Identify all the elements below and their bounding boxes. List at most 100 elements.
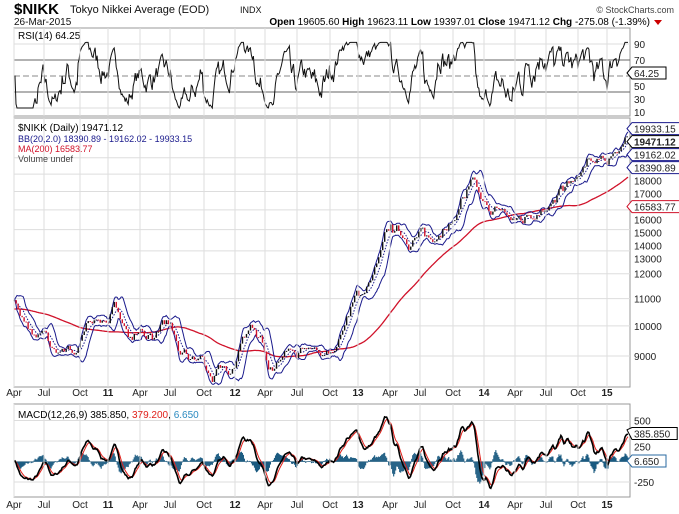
- macd-histogram-bar: [460, 450, 462, 462]
- macd-histogram-bar: [177, 461, 179, 472]
- candle: [155, 331, 158, 338]
- macd-histogram-bar: [510, 461, 512, 466]
- macd-histogram-bar: [195, 459, 197, 462]
- macd-histogram-bar: [95, 461, 97, 464]
- macd-histogram-bar: [515, 459, 517, 462]
- x-tick-label: Apr: [507, 500, 523, 511]
- macd-histogram-bar: [619, 459, 621, 462]
- bb-lower-tag-box: [626, 161, 679, 175]
- macd-histogram-bar: [490, 461, 492, 468]
- macd-histogram-bar: [616, 460, 618, 462]
- candle: [440, 235, 442, 238]
- macd-histogram-bar: [108, 460, 110, 462]
- macd-histogram-bar: [133, 457, 135, 462]
- macd-histogram-bar: [593, 461, 595, 474]
- macd-histogram-bar: [355, 458, 357, 462]
- candle: [101, 320, 103, 323]
- price-tick-label: 18000: [634, 177, 662, 188]
- candle: [49, 341, 51, 347]
- macd-histogram-bar: [472, 459, 474, 462]
- macd-histogram-bar: [575, 460, 577, 462]
- macd-histogram-bar: [435, 461, 437, 462]
- candle: [145, 335, 148, 340]
- candle: [289, 348, 292, 350]
- candle: [373, 267, 376, 275]
- candle: [426, 235, 428, 237]
- macd-histogram-bar: [552, 456, 554, 462]
- macd-histogram-bar: [96, 461, 98, 463]
- candle: [87, 321, 89, 324]
- macd-histogram-bar: [117, 461, 119, 468]
- macd-histogram-bar: [327, 459, 329, 462]
- hist-value-tag: 6.650: [634, 457, 659, 468]
- candle: [327, 350, 330, 354]
- candle: [89, 321, 91, 323]
- candle: [502, 209, 504, 211]
- macd-histogram-bar: [468, 459, 470, 462]
- macd-histogram-bar: [434, 461, 436, 464]
- candle: [363, 292, 366, 295]
- candle: [115, 301, 117, 308]
- candle: [197, 358, 200, 361]
- macd-histogram-bar: [497, 454, 499, 462]
- macd-histogram-bar: [176, 461, 178, 471]
- macd-histogram-bar: [130, 461, 132, 463]
- macd-histogram-bar: [447, 458, 449, 462]
- macd-histogram-bar: [388, 461, 390, 466]
- macd-histogram-bar: [487, 461, 489, 467]
- macd-histogram-bar: [90, 461, 92, 464]
- macd-histogram-bar: [492, 459, 494, 462]
- high-label: High: [342, 17, 364, 28]
- candle: [195, 359, 198, 361]
- candle: [478, 187, 480, 193]
- macd-histogram-bar: [256, 461, 258, 472]
- rsi-value-tag: 64.25: [634, 69, 659, 80]
- candle: [353, 295, 356, 303]
- macd-histogram-bar: [33, 460, 35, 462]
- hist-label: 6.650: [174, 410, 199, 421]
- x-tick-label: Apr: [6, 500, 22, 511]
- candle: [584, 166, 586, 168]
- rsi-tick-label: 90: [634, 40, 646, 51]
- macd-panel: 500 250 -250: [13, 403, 654, 498]
- rsi-value-tag-box: [626, 66, 667, 80]
- macd-histogram-bar: [481, 461, 483, 480]
- x-tick-label: Oct: [322, 500, 338, 511]
- candle: [323, 354, 326, 356]
- candle: [540, 210, 542, 216]
- x-tick-label: Apr: [132, 388, 148, 399]
- candle: [472, 177, 474, 180]
- macd-histogram-bar: [81, 453, 83, 462]
- macd-histogram-bar: [272, 459, 275, 462]
- candle: [436, 239, 438, 242]
- price-tick-label: 13000: [634, 255, 662, 266]
- macd-histogram-bar: [449, 460, 451, 462]
- macd-histogram-bar: [135, 456, 137, 462]
- macd-histogram-bar: [200, 457, 202, 462]
- candle: [530, 214, 532, 219]
- macd-histogram-bar: [61, 457, 63, 462]
- candle: [93, 320, 95, 324]
- macd-histogram-bar: [471, 457, 473, 462]
- macd-histogram-bar: [237, 453, 239, 462]
- macd-histogram-bar: [381, 454, 383, 462]
- candle: [99, 319, 101, 323]
- bb-mid-tag: 19162.02: [634, 151, 676, 162]
- macd-histogram-bar: [582, 456, 584, 462]
- macd-histogram-bar: [622, 456, 624, 462]
- candle: [544, 210, 546, 212]
- macd-histogram-bar: [24, 461, 26, 465]
- x-tick-label: Jul: [540, 388, 553, 399]
- macd-histogram-bar: [457, 455, 459, 462]
- macd-histogram-bar: [92, 461, 94, 467]
- macd-histogram-bar: [488, 461, 490, 468]
- macd-histogram-bar: [105, 461, 107, 465]
- candle: [379, 250, 382, 258]
- macd-histogram-bar: [599, 459, 601, 462]
- x-tick-label: Oct: [570, 500, 586, 511]
- macd-histogram-bar: [54, 461, 56, 462]
- macd-histogram-bar: [280, 455, 283, 462]
- macd-histogram-bar: [548, 459, 550, 462]
- macd-histogram-bar: [21, 461, 23, 467]
- candle: [81, 335, 83, 341]
